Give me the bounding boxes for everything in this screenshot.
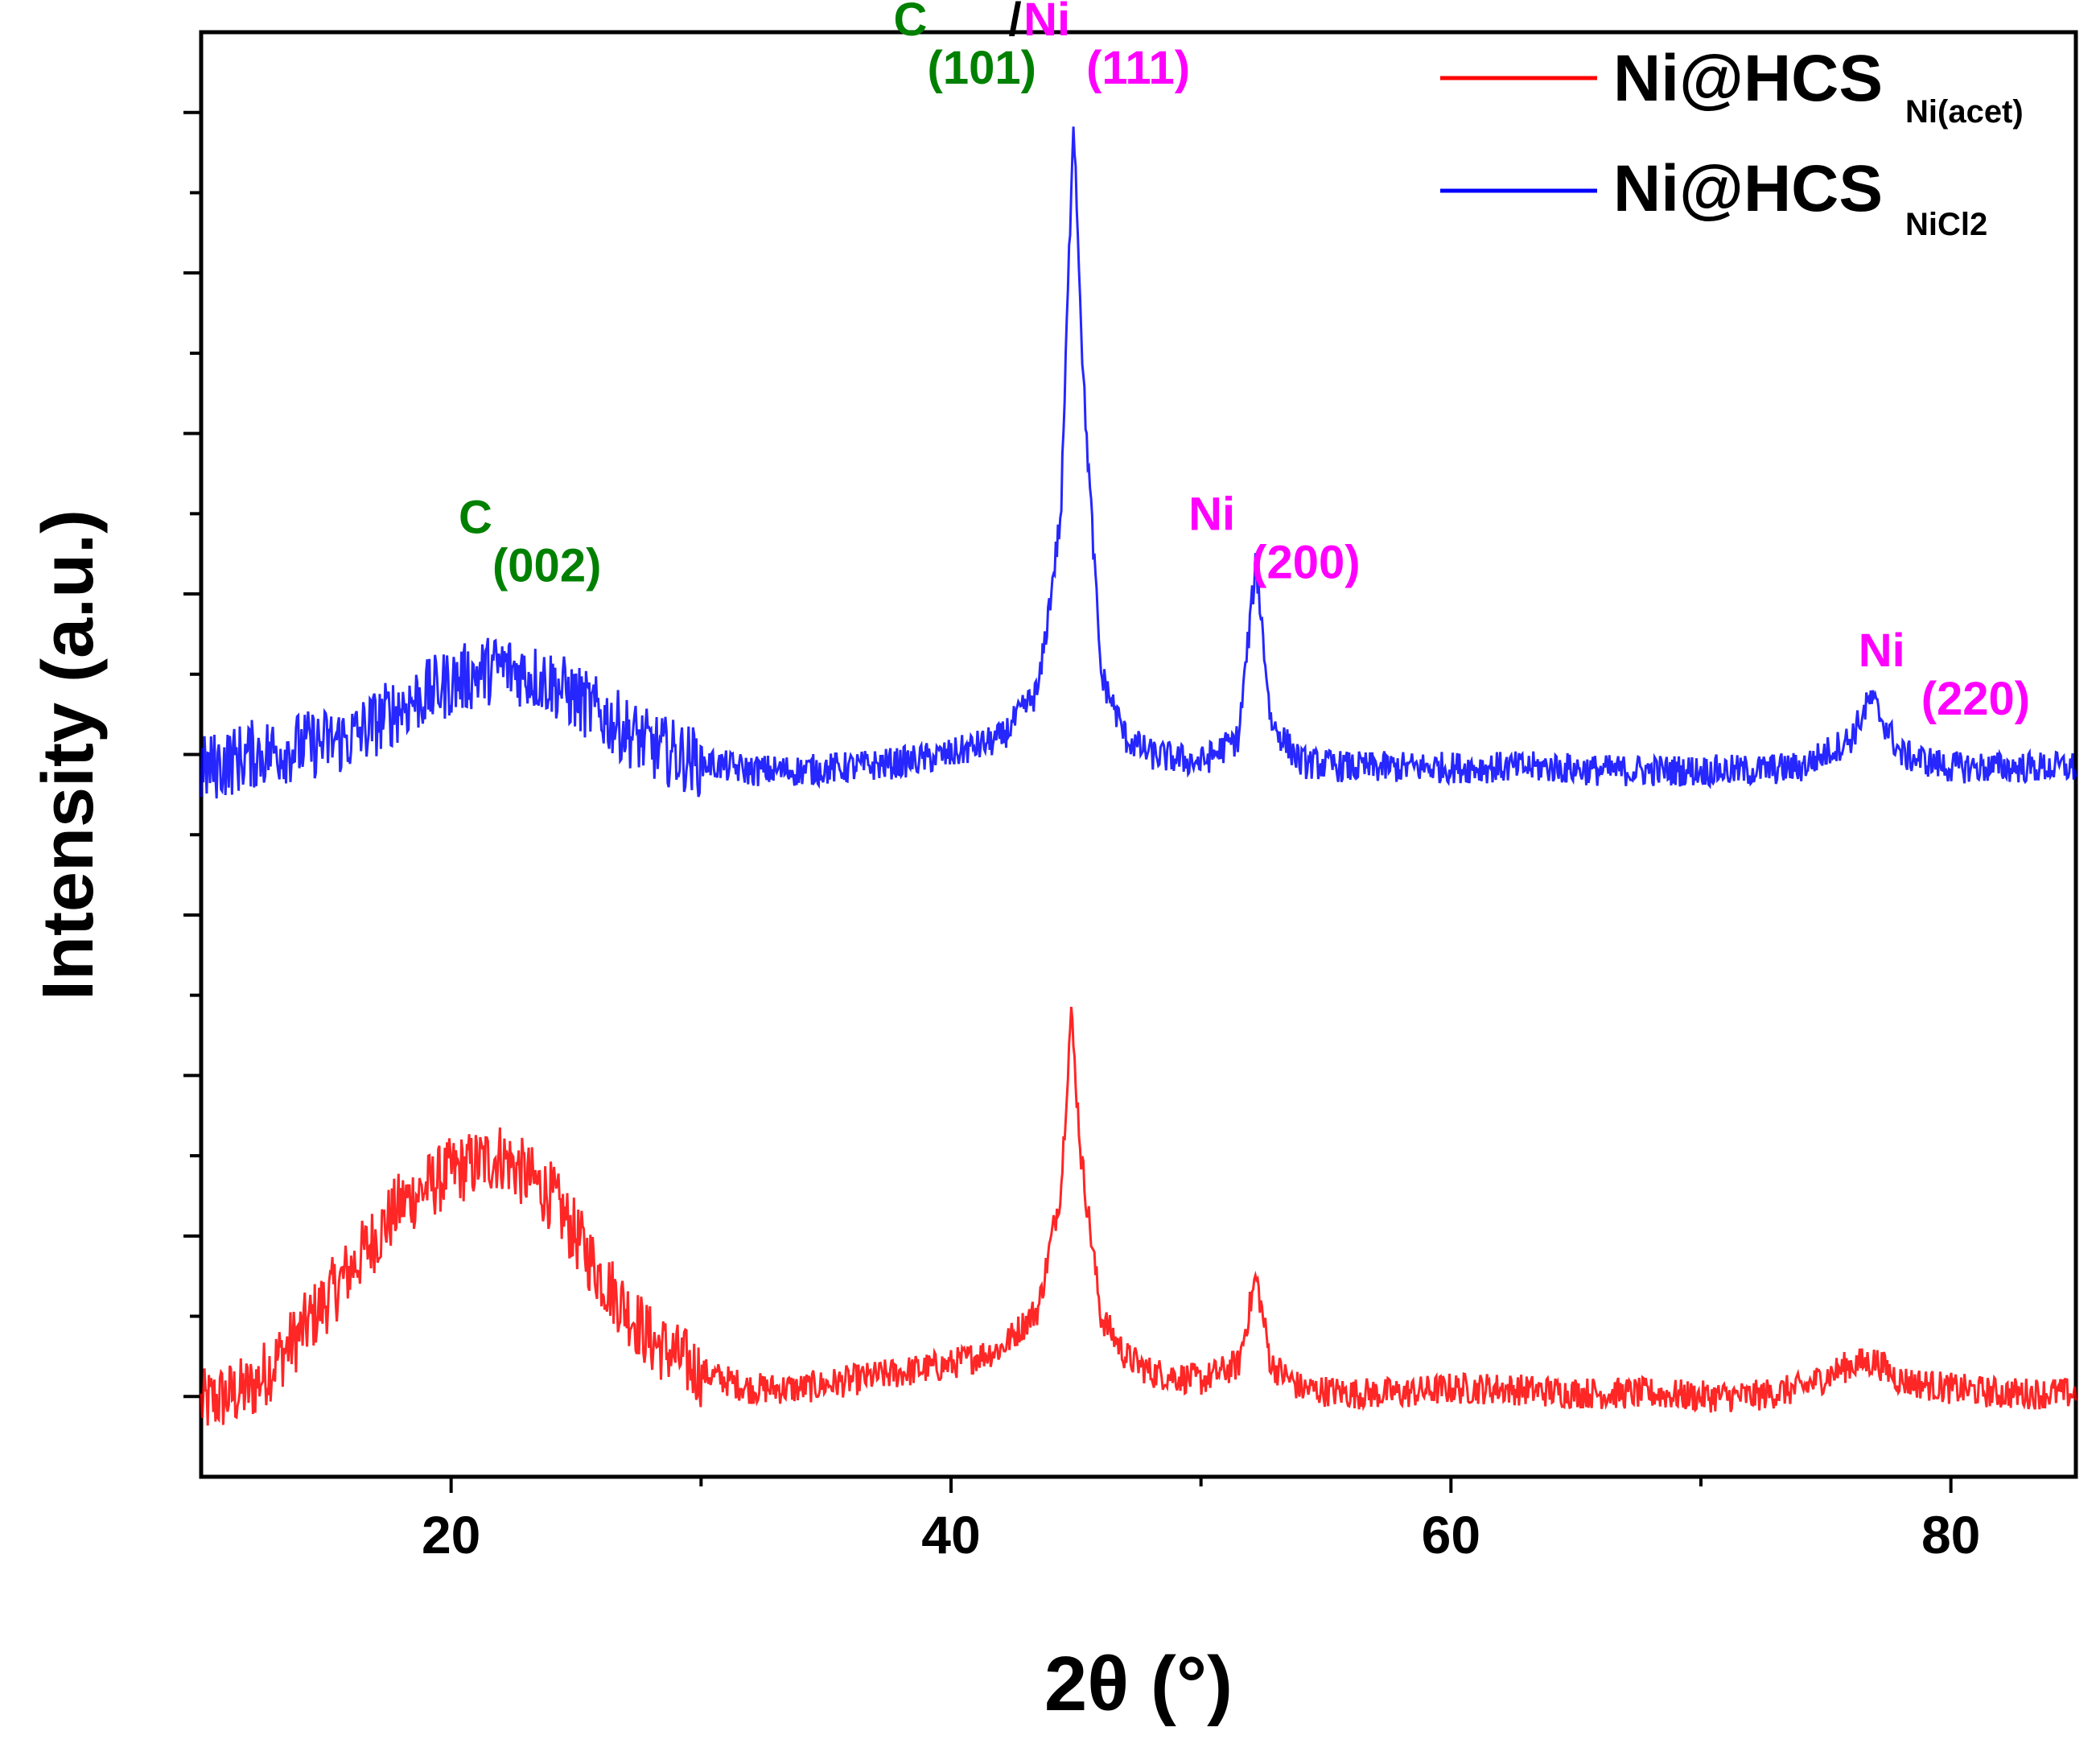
series-line-ni-acet <box>200 1006 2077 1426</box>
x-axis-title: 2θ (°) <box>1044 1641 1233 1727</box>
peak-label: Ni <box>1023 0 1070 46</box>
x-tick-label: 40 <box>921 1505 980 1564</box>
series-lines <box>200 126 2077 1426</box>
series-line-nicl2 <box>200 126 2077 799</box>
y-axis-title: Intensity (a.u.) <box>28 509 109 1000</box>
peak-label: C <box>894 0 928 46</box>
peak-label: Ni <box>1188 488 1235 540</box>
peak-label-sub: (101) <box>928 42 1036 94</box>
legend-label-ni-acet: Ni@HCS <box>1613 42 1883 115</box>
legend-sub-ni-acet: Ni(acet) <box>1905 94 2024 130</box>
x-tick-label: 80 <box>1921 1505 1980 1564</box>
legend-sub-nicl2: NiCl2 <box>1905 207 1987 242</box>
x-tick-label: 60 <box>1422 1505 1480 1564</box>
legend-label-nicl2: Ni@HCS <box>1613 152 1883 225</box>
peak-label-sub: (220) <box>1921 673 2030 725</box>
axis-ticks: 20 40 60 80 <box>183 110 1980 1564</box>
x-tick-label: 20 <box>422 1505 480 1564</box>
peak-label-sub: (002) <box>492 539 601 592</box>
peak-label: C <box>459 491 492 543</box>
peak-label: / <box>1008 0 1021 46</box>
peak-annotations: C(002)C(101)/Ni(111)Ni(200)Ni(220) <box>459 0 2030 725</box>
peak-label: Ni <box>1859 625 1905 677</box>
peak-label-sub: (200) <box>1251 536 1360 588</box>
legend: Ni@HCS Ni(acet) Ni@HCS NiCl2 <box>1440 42 2024 242</box>
peak-label-sub: (111) <box>1086 42 1190 94</box>
